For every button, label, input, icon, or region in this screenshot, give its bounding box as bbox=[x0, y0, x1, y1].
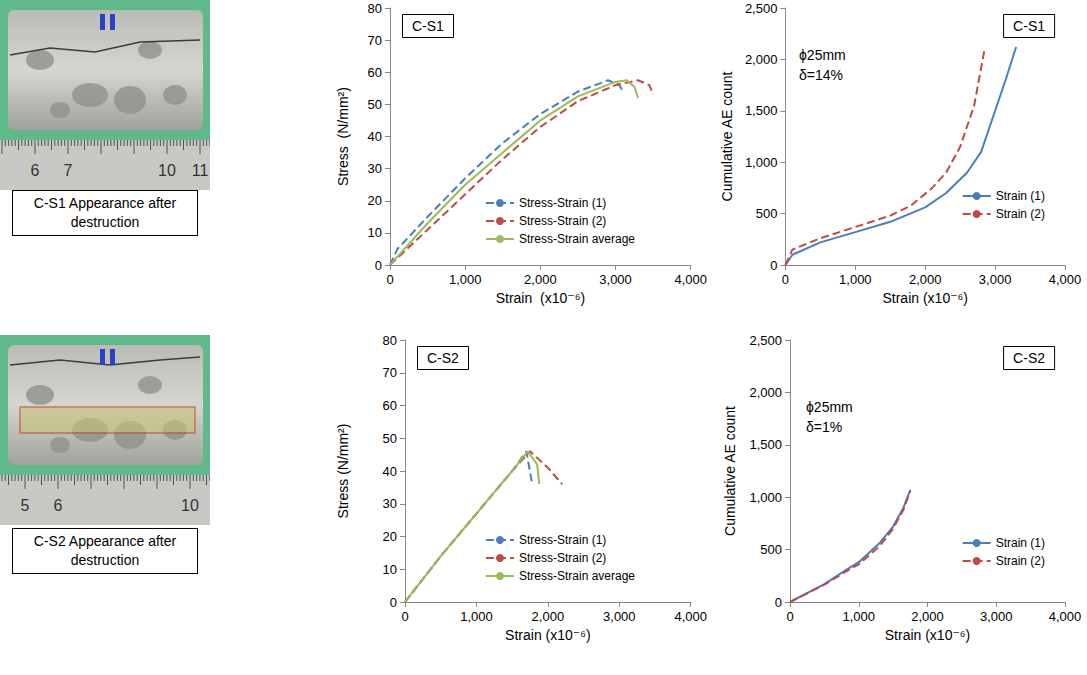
svg-text:Stress (N/mm²): Stress (N/mm²) bbox=[335, 87, 351, 186]
svg-text:0: 0 bbox=[390, 595, 397, 610]
svg-text:2,000: 2,000 bbox=[911, 609, 944, 624]
svg-text:Stress-Strain (1): Stress-Strain (1) bbox=[519, 533, 606, 547]
svg-text:50: 50 bbox=[383, 431, 397, 446]
svg-text:Stress-Strain (2): Stress-Strain (2) bbox=[519, 214, 606, 228]
svg-text:1,000: 1,000 bbox=[460, 609, 493, 624]
svg-text:2,500: 2,500 bbox=[745, 1, 778, 16]
svg-text:2,000: 2,000 bbox=[532, 609, 565, 624]
svg-text:10: 10 bbox=[368, 225, 382, 240]
svg-text:1,000: 1,000 bbox=[839, 272, 872, 287]
svg-text:Cumulative AE count: Cumulative AE count bbox=[722, 406, 738, 536]
svg-text:1,000: 1,000 bbox=[745, 155, 778, 170]
svg-text:40: 40 bbox=[368, 129, 382, 144]
svg-text:0: 0 bbox=[786, 609, 793, 624]
svg-text:0: 0 bbox=[401, 609, 408, 624]
svg-text:7: 7 bbox=[64, 162, 73, 179]
svg-text:0: 0 bbox=[386, 272, 393, 287]
svg-text:60: 60 bbox=[368, 65, 382, 80]
svg-text:1,500: 1,500 bbox=[745, 103, 778, 118]
svg-text:δ=1%: δ=1% bbox=[806, 419, 842, 435]
svg-text:1,500: 1,500 bbox=[749, 437, 782, 452]
svg-text:6: 6 bbox=[31, 162, 40, 179]
svg-text:Strain (x10⁻⁶): Strain (x10⁻⁶) bbox=[885, 627, 971, 643]
svg-text:Strain (x10⁻⁶): Strain (x10⁻⁶) bbox=[496, 290, 585, 306]
svg-text:Strain (1): Strain (1) bbox=[996, 536, 1045, 550]
svg-text:10: 10 bbox=[383, 562, 397, 577]
svg-text:2,000: 2,000 bbox=[749, 385, 782, 400]
svg-text:60: 60 bbox=[383, 398, 397, 413]
svg-text:1,000: 1,000 bbox=[749, 490, 782, 505]
svg-text:δ=14%: δ=14% bbox=[799, 67, 843, 83]
svg-text:C-S2: C-S2 bbox=[1013, 350, 1045, 366]
svg-text:2,000: 2,000 bbox=[909, 272, 942, 287]
svg-text:Stress-Strain average: Stress-Strain average bbox=[519, 232, 635, 246]
svg-text:10: 10 bbox=[158, 162, 176, 179]
html-text:C-S1 Appearance after destruct: C-S1 Appearance after destruction bbox=[33, 195, 177, 230]
svg-text:6: 6 bbox=[54, 497, 63, 514]
svg-text:500: 500 bbox=[760, 542, 782, 557]
svg-text:30: 30 bbox=[383, 496, 397, 511]
svg-text:3,000: 3,000 bbox=[599, 272, 632, 287]
svg-text:0: 0 bbox=[770, 258, 777, 273]
svg-text:C-S1: C-S1 bbox=[1013, 18, 1045, 34]
svg-text:30: 30 bbox=[368, 161, 382, 176]
svg-text:Stress-Strain (2): Stress-Strain (2) bbox=[519, 551, 606, 565]
svg-text:2,500: 2,500 bbox=[749, 333, 782, 348]
svg-text:80: 80 bbox=[368, 1, 382, 16]
svg-text:20: 20 bbox=[368, 193, 382, 208]
svg-text:3,000: 3,000 bbox=[979, 272, 1012, 287]
svg-text:500: 500 bbox=[756, 206, 778, 221]
svg-text:3,000: 3,000 bbox=[980, 609, 1013, 624]
svg-text:1,000: 1,000 bbox=[842, 609, 875, 624]
svg-text:0: 0 bbox=[782, 272, 789, 287]
svg-text:Cumulative AE count: Cumulative AE count bbox=[719, 71, 735, 201]
svg-text:1,000: 1,000 bbox=[449, 272, 482, 287]
svg-text:5: 5 bbox=[21, 497, 30, 514]
svg-text:50: 50 bbox=[368, 97, 382, 112]
svg-text:Strain (x10⁻⁶): Strain (x10⁻⁶) bbox=[882, 290, 968, 306]
svg-text:Stress-Strain average: Stress-Strain average bbox=[519, 569, 635, 583]
svg-text:80: 80 bbox=[383, 333, 397, 348]
svg-text:Stress-Strain (1): Stress-Strain (1) bbox=[519, 196, 606, 210]
svg-text:2,000: 2,000 bbox=[745, 52, 778, 67]
svg-text:3,000: 3,000 bbox=[603, 609, 636, 624]
svg-text:ϕ25mm: ϕ25mm bbox=[799, 47, 846, 63]
svg-text:Strain (1): Strain (1) bbox=[996, 189, 1045, 203]
svg-text:10: 10 bbox=[181, 497, 199, 514]
svg-text:0: 0 bbox=[775, 595, 782, 610]
svg-text:Stress (N/mm²): Stress (N/mm²) bbox=[335, 424, 351, 519]
svg-text:Strain (x10⁻⁶): Strain (x10⁻⁶) bbox=[505, 627, 591, 643]
svg-text:2,000: 2,000 bbox=[524, 272, 557, 287]
svg-text:20: 20 bbox=[383, 529, 397, 544]
svg-text:11: 11 bbox=[192, 162, 209, 179]
svg-text:4,000: 4,000 bbox=[1049, 609, 1082, 624]
svg-text:4,000: 4,000 bbox=[1049, 272, 1082, 287]
svg-text:0: 0 bbox=[375, 258, 382, 273]
svg-text:70: 70 bbox=[368, 33, 382, 48]
svg-text:C-S2: C-S2 bbox=[427, 350, 459, 366]
svg-text:4,000: 4,000 bbox=[674, 272, 707, 287]
html-text:C-S2 Appearance after destruct: C-S2 Appearance after destruction bbox=[33, 533, 177, 568]
svg-text:4,000: 4,000 bbox=[674, 609, 707, 624]
svg-text:ϕ25mm: ϕ25mm bbox=[806, 399, 853, 415]
svg-text:Strain (2): Strain (2) bbox=[996, 207, 1045, 221]
svg-text:C-S1: C-S1 bbox=[412, 18, 444, 34]
svg-text:Strain (2): Strain (2) bbox=[996, 554, 1045, 568]
svg-text:70: 70 bbox=[383, 365, 397, 380]
svg-text:40: 40 bbox=[383, 464, 397, 479]
